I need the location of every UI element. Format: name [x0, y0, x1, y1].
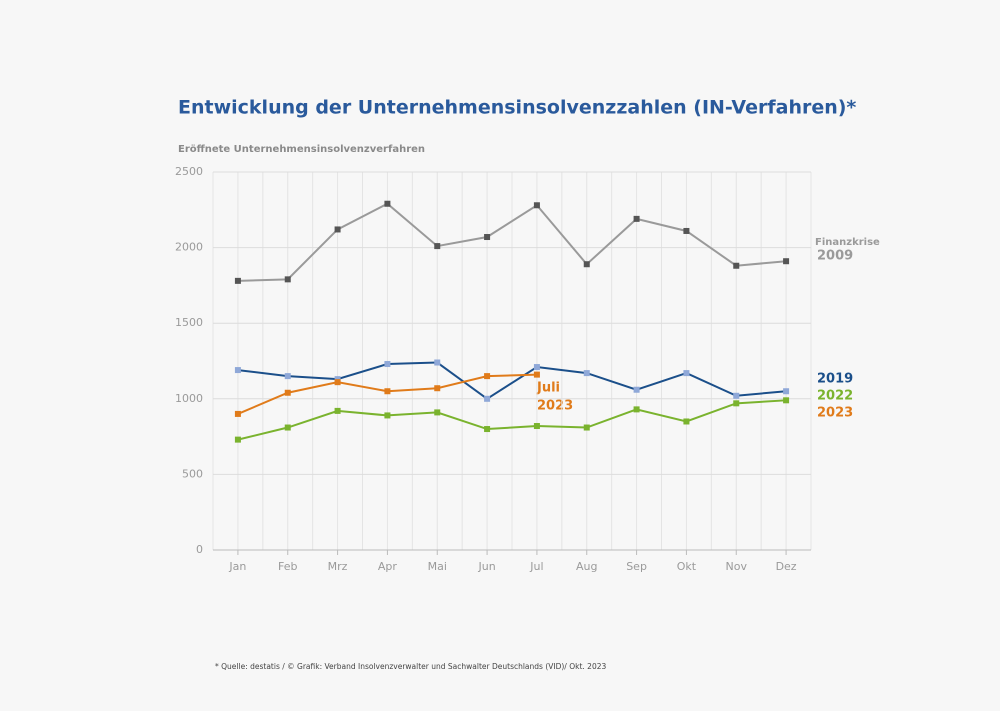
data-point	[783, 388, 790, 395]
data-point	[583, 261, 590, 268]
annotation: 2023	[537, 399, 573, 414]
data-point	[234, 367, 241, 374]
x-tick-label: Aug	[576, 560, 597, 573]
data-point	[434, 359, 441, 366]
data-point	[583, 424, 590, 431]
data-point	[533, 202, 540, 209]
data-point	[434, 243, 441, 250]
data-point	[533, 364, 540, 371]
x-tick-label: Feb	[278, 560, 297, 573]
annotation: Finanzkrise	[815, 237, 880, 248]
data-point	[284, 389, 291, 396]
data-point	[683, 418, 690, 425]
grid	[212, 171, 812, 555]
data-point	[733, 262, 740, 269]
data-point	[484, 234, 491, 241]
data-point	[384, 361, 391, 368]
y-tick-label: 1000	[175, 392, 203, 405]
data-point	[683, 370, 690, 377]
annotation: Juli	[536, 381, 560, 396]
data-point	[583, 370, 590, 377]
y-tick-label: 2000	[175, 241, 203, 254]
y-axis-label: Eröffnete Unternehmensinsolvenzverfahren	[178, 144, 425, 155]
x-tick-label: Sep	[626, 560, 647, 573]
data-point	[384, 412, 391, 419]
series-line	[237, 399, 787, 441]
x-tick-label: Jul	[529, 560, 543, 573]
data-point	[484, 426, 491, 433]
plot	[234, 200, 790, 443]
data-point	[434, 409, 441, 416]
x-tick-label: Mrz	[328, 560, 348, 573]
data-point	[533, 423, 540, 430]
y-tick-label: 0	[196, 543, 203, 556]
data-point	[234, 277, 241, 284]
data-point	[633, 406, 640, 413]
series-line	[237, 361, 787, 401]
x-tick-label: Mai	[428, 560, 447, 573]
chart-title: Entwicklung der Unternehmensinsolvenzzah…	[178, 97, 856, 119]
data-point	[284, 373, 291, 380]
data-point	[284, 424, 291, 431]
data-point	[783, 397, 790, 404]
data-point	[783, 258, 790, 265]
data-point	[484, 395, 491, 402]
data-point	[334, 226, 341, 233]
x-tick-label: Apr	[378, 560, 398, 573]
data-point	[633, 386, 640, 393]
y-tick-label: 1500	[175, 316, 203, 329]
legend-label: 2022	[817, 389, 853, 404]
legend-label: 2009	[817, 249, 853, 264]
data-point	[633, 215, 640, 222]
data-point	[384, 388, 391, 395]
data-point	[234, 436, 241, 443]
x-tick-label: Okt	[677, 560, 697, 573]
y-tick-label: 500	[182, 467, 203, 480]
data-point	[334, 407, 341, 414]
data-point	[683, 227, 690, 234]
x-tick-label: Dez	[776, 560, 797, 573]
y-tick-label: 2500	[175, 165, 203, 178]
legend-label: 2019	[817, 372, 853, 387]
data-point	[334, 376, 341, 383]
data-point	[384, 200, 391, 207]
footnote: * Quelle: destatis / © Grafik: Verband I…	[215, 662, 606, 671]
data-point	[733, 400, 740, 407]
data-point	[284, 276, 291, 283]
data-point	[234, 410, 241, 417]
data-point	[533, 371, 540, 378]
x-tick-label: Jan	[228, 560, 246, 573]
data-point	[484, 373, 491, 380]
series-line	[237, 202, 787, 282]
legend-label: 2023	[817, 406, 853, 421]
x-tick-label: Jun	[477, 560, 495, 573]
data-point	[334, 379, 341, 386]
data-point	[733, 392, 740, 399]
x-tick-label: Nov	[726, 560, 748, 573]
data-point	[434, 385, 441, 392]
